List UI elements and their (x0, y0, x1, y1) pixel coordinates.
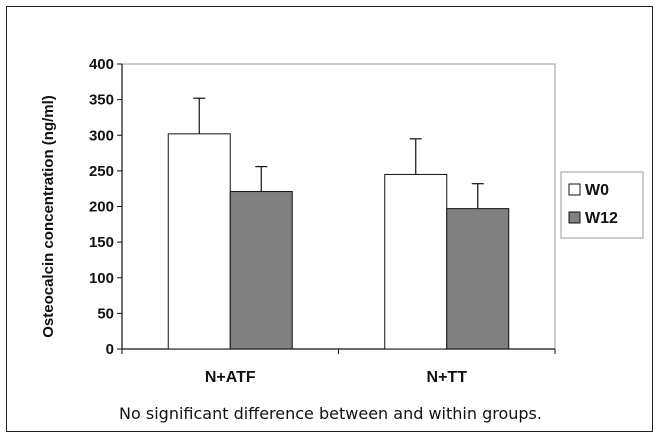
legend-label-w0: W0 (585, 182, 609, 199)
y-tick-label: 100 (89, 270, 114, 287)
x-category-label: N+TT (427, 369, 468, 386)
legend-swatch-w0 (568, 183, 581, 196)
bar-w0-n-atf (167, 133, 231, 350)
bar-w12-n-atf (229, 191, 293, 350)
y-tick-label: 0 (106, 341, 114, 358)
legend-box (560, 171, 644, 239)
y-tick-label: 400 (89, 56, 114, 73)
y-tick-label: 350 (89, 92, 114, 109)
y-tick-label: 250 (89, 163, 114, 180)
y-tick-label: 300 (89, 127, 114, 144)
bar-w0-n-tt (384, 173, 448, 350)
y-tick-label: 200 (89, 199, 114, 216)
legend-label-w12: W12 (585, 210, 618, 227)
figure-caption: No significant difference between and wi… (119, 404, 542, 423)
bar-w12-n-tt (446, 208, 510, 350)
legend-swatch-w12 (568, 211, 581, 224)
y-tick-label: 50 (97, 305, 114, 322)
x-category-label: N+ATF (205, 369, 256, 386)
y-axis-title: Osteocalcin concentration (ng/ml) (40, 95, 57, 338)
y-tick-label: 150 (89, 234, 114, 251)
